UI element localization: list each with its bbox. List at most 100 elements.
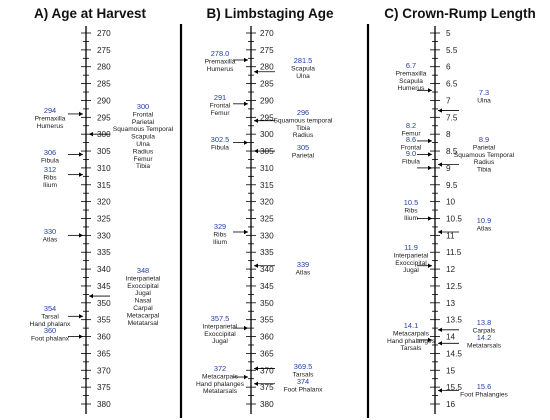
event-value: 14.2 [477, 333, 491, 342]
tick-label: 5.5 [446, 46, 458, 55]
tick-label: 280 [260, 63, 274, 72]
bone-label: Ilium [404, 215, 418, 222]
bone-label: Jugal [403, 267, 419, 274]
tick-label: 305 [97, 147, 111, 156]
event-value: 372 [214, 364, 226, 373]
bone-label: Radius [293, 132, 314, 139]
event-value: 14.1 [404, 321, 418, 330]
event-value: 339 [297, 260, 309, 269]
tick-label: 380 [260, 400, 274, 409]
bone-label: Ribs [404, 207, 418, 214]
bone-label: Humerus [398, 85, 425, 92]
tick-label: 320 [97, 198, 111, 207]
bone-label: Fibula [41, 157, 59, 164]
event-value: 302.5 [211, 135, 230, 144]
event-arrowhead [428, 337, 432, 343]
event-value: 9.0 [406, 149, 416, 158]
tick-label: 16 [446, 400, 456, 409]
tick-label: 300 [97, 130, 111, 139]
event-value: 10.5 [404, 198, 418, 207]
tick-label: 11 [446, 231, 455, 240]
tick-label: 14 [446, 333, 456, 342]
bone-label: Ribs [213, 231, 227, 238]
bone-label: Premaxilla [35, 115, 66, 122]
bone-label: Scapula [131, 134, 155, 141]
bone-label: Tarsals [401, 345, 423, 352]
bone-label: Hand phalanx [30, 321, 71, 328]
bone-label: Foot Phalangies [460, 391, 508, 398]
bone-label: Frontal [210, 102, 231, 109]
bone-label: Squamous Temporal [113, 126, 174, 133]
event-arrowhead [79, 233, 83, 238]
event-value: 374 [297, 377, 309, 386]
tick-label: 350 [97, 299, 111, 308]
event-arrowhead [438, 327, 442, 332]
event-value: 348 [137, 266, 149, 275]
bone-label: Atlas [43, 236, 58, 243]
tick-label: 270 [260, 29, 274, 38]
bone-label: Hand phalanges [387, 338, 436, 345]
event-arrowhead [438, 162, 442, 167]
event-arrowhead [428, 138, 432, 144]
tick-label: 375 [97, 383, 111, 392]
tick-label: 310 [260, 164, 274, 173]
bone-label: Metatarsal [128, 320, 159, 327]
tick-label: 330 [97, 231, 111, 240]
event-value: 369.5 [294, 362, 313, 371]
tick-label: 12 [446, 265, 456, 274]
bone-label: Tibia [136, 163, 150, 170]
tick-label: 360 [97, 333, 111, 342]
tick-label: 350 [260, 299, 274, 308]
bone-label: Frontal [401, 144, 422, 151]
bone-label: Atlas [477, 225, 492, 232]
event-arrowhead [428, 263, 432, 268]
event-value: 330 [44, 227, 56, 236]
tick-label: 380 [97, 400, 111, 409]
bone-label: Femur [210, 110, 230, 117]
bone-label: Premaxilla [396, 70, 427, 77]
bone-label: Exoccipital [127, 283, 159, 290]
event-arrowhead [254, 263, 258, 268]
panel-title: A) Age at Harvest [34, 6, 147, 21]
bone-label: Tarsal [41, 313, 59, 320]
event-arrowhead [79, 111, 83, 117]
event-value: 8.2 [406, 121, 416, 130]
tick-label: 330 [260, 231, 274, 240]
bone-label: Scapula [291, 65, 315, 72]
event-value: 354 [44, 304, 56, 313]
event-arrowhead [438, 229, 442, 235]
tick-label: 335 [260, 248, 274, 257]
bone-label: Jugal [135, 290, 151, 297]
tick-label: 365 [97, 349, 111, 358]
bone-label: Foot Phalanx [284, 386, 324, 393]
bone-label: Metacarpal [127, 312, 160, 319]
bone-label: Squamous Temporal [454, 152, 515, 159]
bone-label: Ulna [136, 141, 150, 148]
event-value: 291 [214, 93, 226, 102]
tick-label: 300 [260, 130, 274, 139]
bone-label: Ulna [296, 73, 310, 80]
tick-label: 10 [446, 198, 456, 207]
bone-label: Nasal [135, 298, 152, 305]
tick-label: 9 [446, 164, 451, 173]
event-value: 329 [214, 222, 226, 231]
bone-label: Exoccipital [395, 260, 427, 267]
tick-label: 6 [446, 63, 451, 72]
tick-label: 325 [260, 215, 274, 224]
bone-label: Parietal [132, 119, 155, 126]
event-value: 8.9 [479, 135, 489, 144]
tick-label: 345 [97, 282, 111, 291]
event-value: 312 [44, 165, 56, 174]
event-arrowhead [428, 216, 432, 221]
bone-label: Tibia [296, 125, 310, 132]
bone-label: Interparietal [394, 252, 429, 259]
bone-label: Atlas [296, 269, 311, 276]
tick-label: 285 [97, 80, 111, 89]
bone-label: Femur [401, 130, 421, 137]
tick-label: 365 [260, 349, 274, 358]
event-arrowhead [438, 108, 442, 113]
bone-label: Carpal [133, 305, 153, 312]
panel-title: C) Crown-Rump Length [384, 6, 535, 21]
tick-label: 9.5 [446, 181, 458, 190]
